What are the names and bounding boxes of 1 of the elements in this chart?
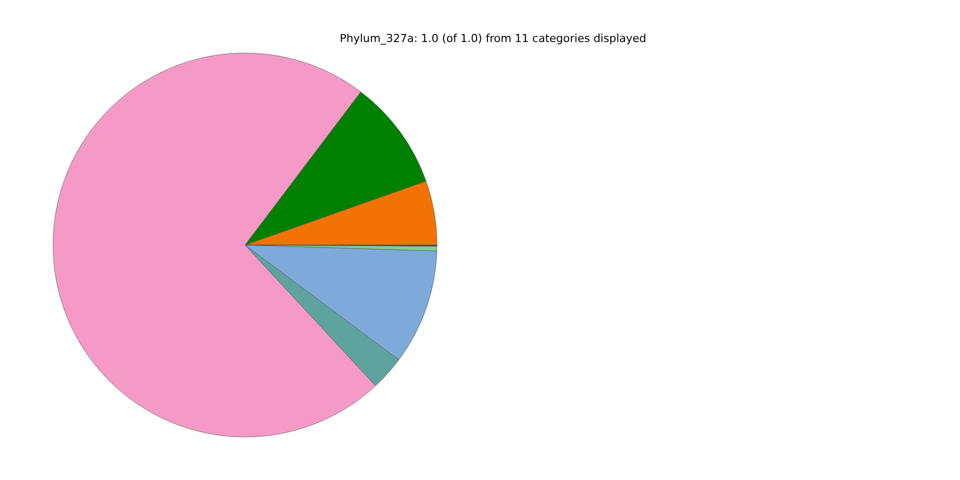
text: Phylum_327a: 1.0 (of 1.0) from 11 categories displayed — [338, 32, 648, 45]
